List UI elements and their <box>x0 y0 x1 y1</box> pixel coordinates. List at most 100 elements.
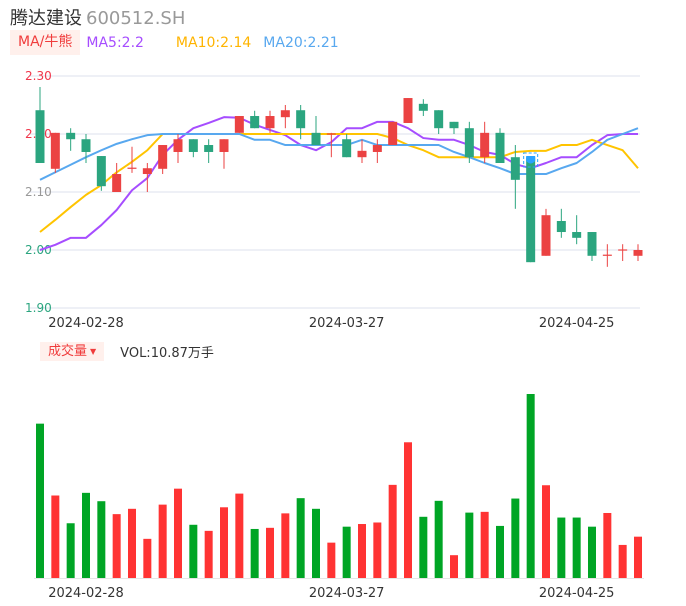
volume-bar <box>511 498 520 578</box>
candle-up <box>142 168 152 175</box>
volume-bar <box>465 512 474 578</box>
candle-up <box>388 121 398 146</box>
volume-bar <box>496 525 504 578</box>
volume-bar <box>204 530 213 578</box>
candle-up <box>480 132 490 158</box>
candle-up <box>127 167 137 169</box>
y-tick-label: 2.10 <box>25 185 52 199</box>
y-tick-label: 2.00 <box>25 243 52 257</box>
candle-up <box>234 116 244 133</box>
volume-bar <box>66 523 75 578</box>
stock-name: 腾达建设 <box>10 8 82 29</box>
candle-up <box>50 132 60 169</box>
candle-up <box>602 254 612 256</box>
volume-bar <box>388 484 397 578</box>
volume-bar <box>373 522 382 578</box>
x-tick-label: 2024-04-25 <box>539 586 615 601</box>
x-tick-label: 2024-02-28 <box>48 586 124 601</box>
candle-down <box>81 139 91 152</box>
volume-bar <box>235 493 244 578</box>
volume-value: VOL:10.87万手 <box>120 346 214 361</box>
volume-bar <box>296 498 305 578</box>
candle-down <box>96 156 106 187</box>
volume-bar <box>480 511 489 578</box>
candle-down <box>188 139 198 152</box>
highlight-box <box>523 152 539 168</box>
volume-bar <box>327 542 336 578</box>
volume-bar <box>419 516 428 578</box>
candle-up <box>326 133 336 135</box>
candle-up <box>158 145 168 169</box>
volume-bar <box>542 485 550 578</box>
volume-bar <box>526 394 535 578</box>
volume-bar <box>97 501 106 578</box>
ma5-value: MA5:2.2 <box>86 34 144 51</box>
volume-bar <box>82 492 90 578</box>
candle-up <box>403 98 413 123</box>
volume-bar <box>266 527 274 578</box>
volume-bar <box>189 524 198 578</box>
x-tick-label: 2024-03-27 <box>309 586 385 601</box>
volume-bar <box>112 514 121 578</box>
candle-down <box>296 110 306 129</box>
ma-legend: MA/牛熊 MA5:2.2 MA10:2.14 MA20:2.21 <box>10 30 339 55</box>
volume-indicator-selector[interactable]: 成交量 ▼ <box>40 342 105 361</box>
candle-up <box>280 110 290 118</box>
candle-up <box>265 116 275 129</box>
volume-bar <box>634 536 642 578</box>
candle-up <box>219 139 229 152</box>
candle-down <box>556 221 566 233</box>
stock-code: 600512.SH <box>86 8 186 29</box>
candle-down <box>434 110 444 129</box>
event-marker-icon <box>526 156 536 164</box>
volume-bar <box>174 488 182 578</box>
volume-bar <box>128 508 136 578</box>
candle-down <box>250 116 260 129</box>
volume-bar <box>281 513 290 578</box>
volume-bar <box>158 504 167 578</box>
candle-down <box>35 110 45 163</box>
volume-bar <box>603 512 612 578</box>
volume-bar <box>220 507 228 578</box>
volume-bar <box>143 538 152 578</box>
candle-up <box>541 215 551 256</box>
ma10-line <box>39 133 639 233</box>
volume-bar <box>450 555 458 578</box>
volume-tag-label: 成交量 <box>48 344 88 359</box>
ma5-line <box>39 116 638 251</box>
volume-bar <box>572 517 581 578</box>
volume-bar <box>434 500 443 578</box>
volume-bar <box>557 517 566 578</box>
y-tick-label: 2.30 <box>25 69 52 83</box>
candle-down <box>342 139 352 158</box>
candle-up <box>357 150 367 158</box>
candle-up <box>372 145 382 152</box>
volume-bar <box>36 423 44 578</box>
volume-bar <box>618 544 627 578</box>
candle-down <box>418 103 428 111</box>
candle-up <box>173 139 183 152</box>
volume-bar <box>51 495 60 578</box>
ma10-value: MA10:2.14 <box>175 34 252 51</box>
candle-down <box>572 232 582 238</box>
x-tick-label: 2024-04-25 <box>539 316 615 331</box>
y-tick-label: 1.90 <box>25 301 52 315</box>
candle-down <box>204 145 214 152</box>
candle-down <box>66 132 76 140</box>
caret-down-icon: ▼ <box>90 347 97 356</box>
volume-bar <box>588 526 596 578</box>
candle-down <box>449 121 459 129</box>
volume-bar <box>342 526 351 578</box>
candle-up <box>633 250 643 256</box>
ma20-line <box>39 127 639 181</box>
candle-down <box>510 157 520 180</box>
x-tick-label: 2024-02-28 <box>48 316 124 331</box>
candle-down <box>464 128 474 158</box>
volume-bar <box>404 442 412 578</box>
ma20-value: MA20:2.21 <box>263 34 339 51</box>
candle-up <box>112 174 122 192</box>
volume-bar <box>312 508 320 578</box>
ma-indicator-selector[interactable]: MA/牛熊 <box>10 30 81 55</box>
candle-down <box>587 232 597 256</box>
